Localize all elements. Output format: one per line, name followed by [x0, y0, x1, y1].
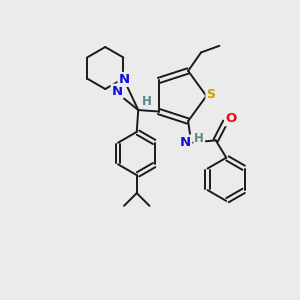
Text: N: N — [180, 136, 191, 148]
Text: S: S — [206, 88, 215, 101]
Text: N: N — [112, 85, 123, 98]
Text: H: H — [194, 132, 204, 145]
Text: N: N — [118, 73, 130, 86]
Text: H: H — [142, 95, 152, 108]
Text: O: O — [225, 112, 236, 125]
